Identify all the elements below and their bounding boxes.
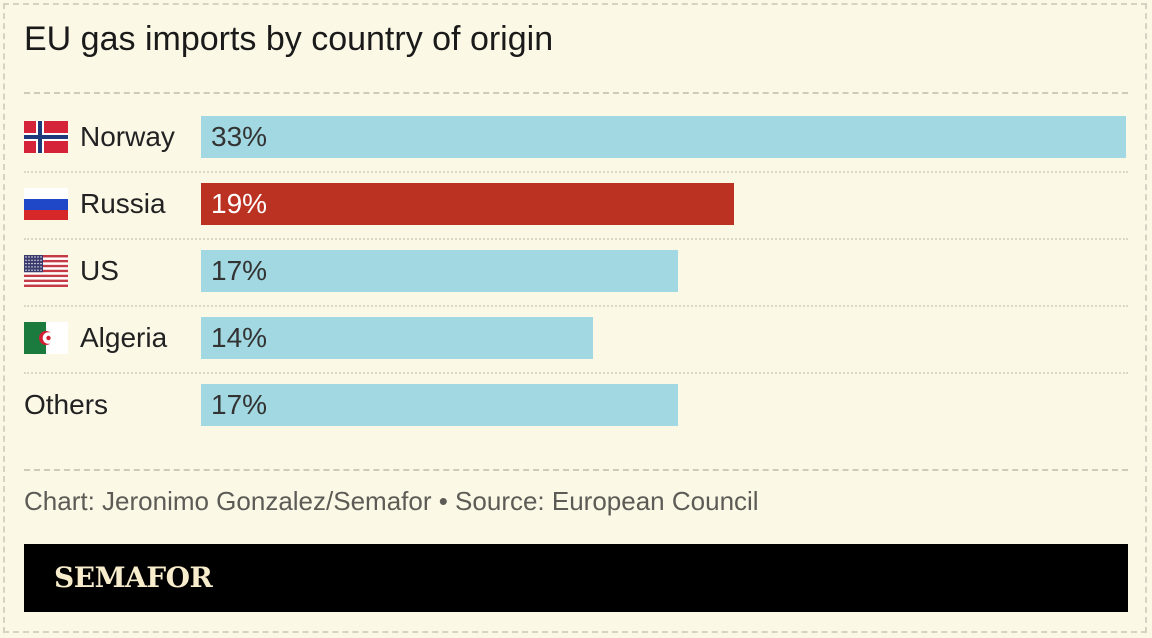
category-label: US [24, 250, 119, 292]
category-name: Algeria [80, 322, 168, 353]
category-name: Russia [80, 188, 166, 219]
bar: 17% [201, 384, 678, 426]
bar-value-label: 14% [211, 322, 268, 353]
category-label: Norway [24, 116, 175, 158]
bar-value-label: 33% [211, 121, 268, 152]
row-divider [24, 238, 1128, 240]
semafor-logo: SEMAFOR [54, 561, 213, 594]
category-label: Russia [24, 183, 166, 225]
bar-value-label: 17% [211, 255, 268, 286]
norway-flag [24, 121, 68, 153]
algeria-flag [24, 322, 68, 354]
top-divider [24, 92, 1128, 94]
category-label: Others [24, 384, 108, 426]
russia-flag [24, 188, 68, 220]
us-flag [24, 255, 68, 287]
category-label: Algeria [24, 317, 167, 359]
category-name: US [80, 255, 119, 286]
row-divider [24, 372, 1128, 374]
bar: 33% [201, 116, 1126, 158]
row-divider [24, 171, 1128, 173]
bar: 17% [201, 250, 678, 292]
chart-credit: Chart: Jeronimo Gonzalez/Semafor • Sourc… [24, 486, 759, 516]
bar: 19% [201, 183, 734, 225]
bar-value-label: 19% [211, 188, 268, 219]
bottom-divider [24, 469, 1128, 471]
bar-value-label: 17% [211, 389, 268, 420]
category-name: Others [24, 389, 109, 420]
brand-footer: SEMAFOR [24, 544, 1128, 612]
chart-title: EU gas imports by country of origin [24, 20, 554, 58]
bar: 14% [201, 317, 593, 359]
category-name: Norway [80, 121, 175, 152]
row-divider [24, 305, 1128, 307]
